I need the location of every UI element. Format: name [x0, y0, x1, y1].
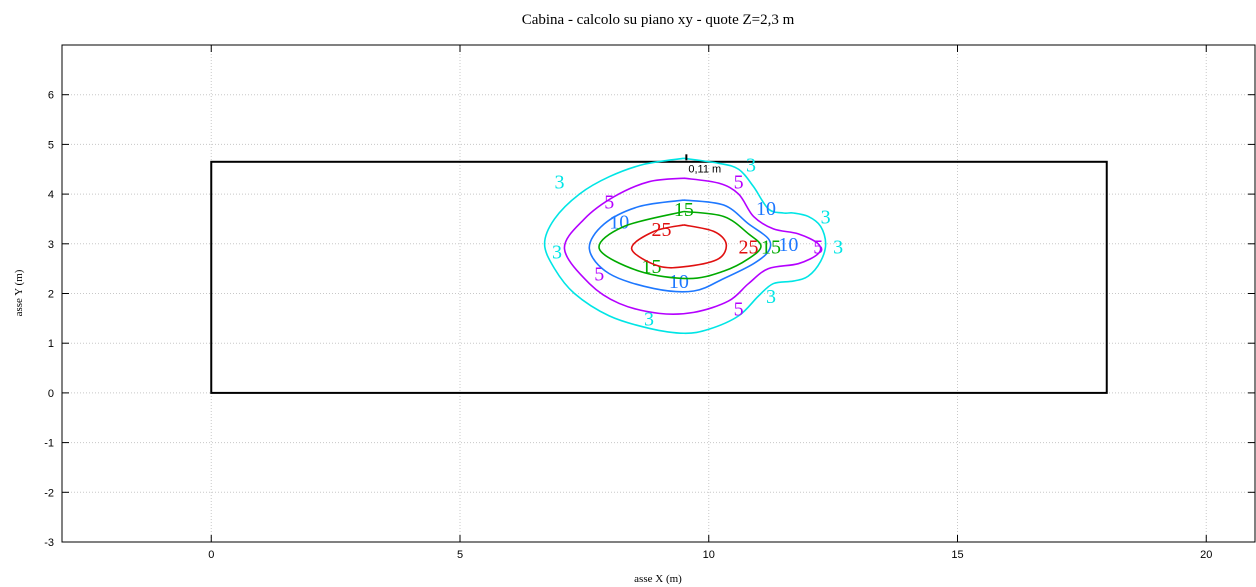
contour-line-15 — [598, 210, 762, 280]
contour-label-10: 10 — [778, 234, 798, 256]
contour-label-10: 10 — [669, 271, 689, 293]
x-axis-label: asse X (m) — [634, 573, 682, 585]
x-tick-label: 20 — [1200, 549, 1212, 561]
y-axis-label: asse Y (m) — [13, 269, 25, 316]
contour-label-5: 5 — [734, 172, 744, 194]
x-tick-label: 0 — [208, 549, 214, 561]
y-tick-label: 0 — [48, 388, 54, 400]
contour-label-10: 10 — [756, 198, 776, 220]
contour-label-3: 3 — [552, 241, 562, 263]
y-tick-label: 6 — [48, 90, 54, 102]
y-tick-label: 5 — [48, 139, 54, 151]
contour-label-15: 15 — [761, 236, 781, 258]
x-tick-label: 5 — [457, 549, 463, 561]
grid — [62, 45, 1256, 543]
y-tick-label: -3 — [44, 537, 54, 549]
contour-label-25: 25 — [739, 236, 759, 258]
contour-label-3: 3 — [766, 286, 776, 308]
y-tick-label: 4 — [48, 189, 54, 201]
x-tick-label: 15 — [951, 549, 963, 561]
contour-label-3: 3 — [555, 172, 565, 194]
y-tick-label: 2 — [48, 289, 54, 301]
contour-line-3 — [543, 157, 827, 335]
contour-label-5: 5 — [594, 264, 604, 286]
y-tick-label: 3 — [48, 239, 54, 251]
contour-label-5: 5 — [734, 298, 744, 320]
contour-label-15: 15 — [674, 199, 694, 221]
y-tick-label: 1 — [48, 338, 54, 350]
contour-line-10 — [588, 199, 772, 293]
contour-line-25 — [630, 224, 728, 269]
contour-label-3: 3 — [833, 236, 843, 258]
source-marker-label: 0,11 m — [688, 163, 721, 175]
contour-label-5: 5 — [813, 236, 823, 258]
contour-label-3: 3 — [644, 308, 654, 330]
contour-label-3: 3 — [746, 154, 756, 176]
contour-label-25: 25 — [651, 219, 671, 241]
source-marker-group: 0,11 m — [685, 154, 721, 175]
y-tick-label: -1 — [44, 438, 54, 450]
x-tick-label: 10 — [703, 549, 715, 561]
contour-label-5: 5 — [604, 192, 614, 214]
contour-line-5 — [563, 177, 822, 316]
contour-label-3: 3 — [821, 206, 831, 228]
contour-label-10: 10 — [609, 211, 629, 233]
y-tick-label: -2 — [44, 487, 54, 499]
chart-title: Cabina - calcolo su piano xy - quote Z=2… — [522, 12, 795, 28]
